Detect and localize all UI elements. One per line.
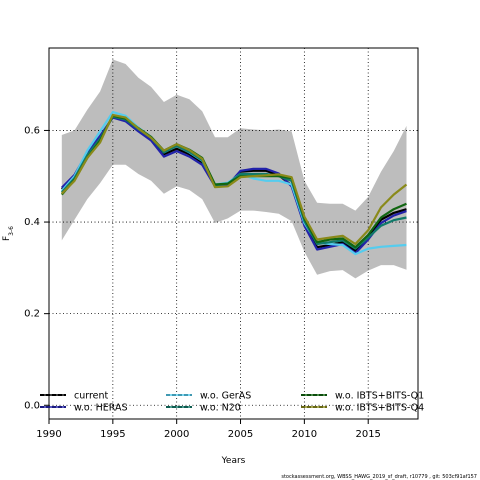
legend-label-2: w.o. GerAS — [200, 391, 251, 402]
x-tick-label: 2000 — [164, 429, 189, 440]
axis-layer: 1990 1995 2000 2005 2010 2015 0.0 0.2 0.4 0.6 — [24, 125, 381, 440]
legend-label-3: w.o. N20 — [200, 403, 241, 414]
y-tick-label: 0.4 — [24, 217, 40, 228]
y-tick-label: 0.6 — [24, 125, 40, 136]
x-tick-label: 2005 — [228, 429, 253, 440]
x-axis-title: Years — [221, 456, 246, 466]
legend-label-1: w.o. HERAS — [74, 403, 128, 414]
confidence-band — [61, 59, 407, 279]
legend-label-4: w.o. IBTS+BITS-Q1 — [335, 391, 424, 402]
legend-label-5: w.o. IBTS+BITS-Q4 — [335, 403, 424, 414]
y-axis-title: F3-6 — [2, 226, 15, 241]
x-tick-label: 1995 — [100, 429, 125, 440]
y-tick-label: 0.2 — [24, 309, 40, 320]
x-tick-label: 2010 — [292, 429, 317, 440]
confidence-band-layer — [61, 59, 407, 279]
footnote: stockassessment.org, WBSS_HAWG_2019_sf_d… — [281, 474, 477, 480]
plot-frame — [48, 47, 419, 420]
y-tick-label: 0.0 — [24, 400, 40, 411]
series-layer — [60, 110, 408, 256]
x-tick-label: 1990 — [36, 429, 61, 440]
legend-label-0: current — [74, 391, 109, 402]
y-axis-title-main: F — [2, 236, 12, 241]
x-tick-label: 2015 — [355, 429, 380, 440]
y-axis-title-subscript: 3-6 — [8, 226, 15, 236]
series-line-5 — [61, 113, 408, 246]
